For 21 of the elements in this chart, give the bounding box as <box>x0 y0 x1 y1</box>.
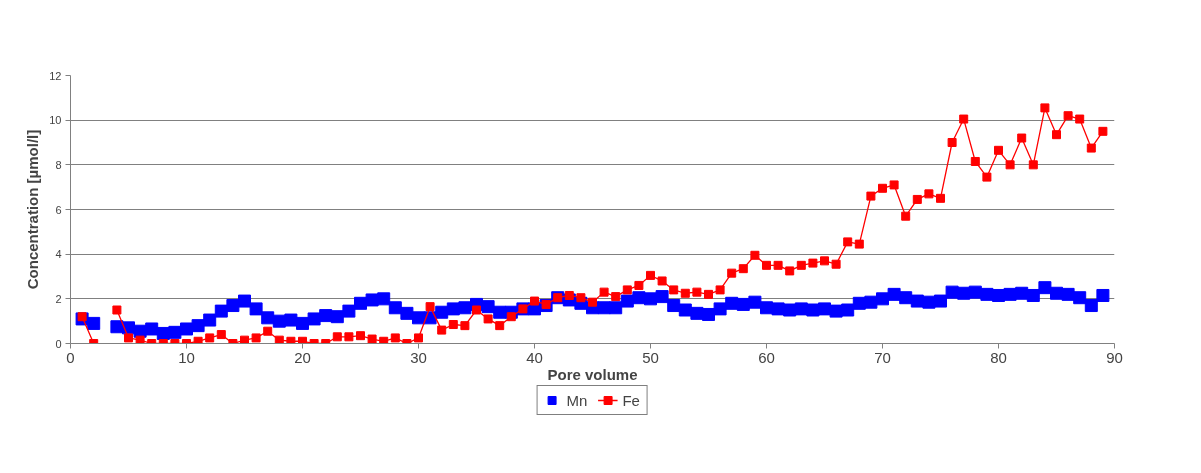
x-tick-label: 80 <box>990 348 1007 366</box>
x-tick-label: 60 <box>758 348 775 366</box>
y-tick-label: 4 <box>55 248 62 261</box>
x-tick-label: 0 <box>66 348 75 366</box>
x-tick-label: 50 <box>642 348 659 366</box>
y-tick-label: 8 <box>55 158 62 171</box>
y-tick-label: 2 <box>55 292 62 305</box>
legend-label: Mn <box>566 391 588 409</box>
y-tick-label: 6 <box>55 203 62 216</box>
legend-label: Fe <box>622 391 641 409</box>
y-tick-label: 12 <box>49 69 62 82</box>
x-tick-label: 30 <box>410 348 427 366</box>
x-tick-label: 90 <box>1106 348 1123 366</box>
x-tick-label: 20 <box>294 348 311 366</box>
x-tick-label: 70 <box>874 348 891 366</box>
y-tick-label: 0 <box>55 337 62 350</box>
x-tick-label: 10 <box>178 348 195 366</box>
x-tick-label: 40 <box>526 348 543 366</box>
x-axis-title: Pore volume <box>547 365 638 383</box>
y-axis-title: Concentration [µmol/l] <box>24 129 42 290</box>
y-tick-label: 10 <box>49 114 62 127</box>
